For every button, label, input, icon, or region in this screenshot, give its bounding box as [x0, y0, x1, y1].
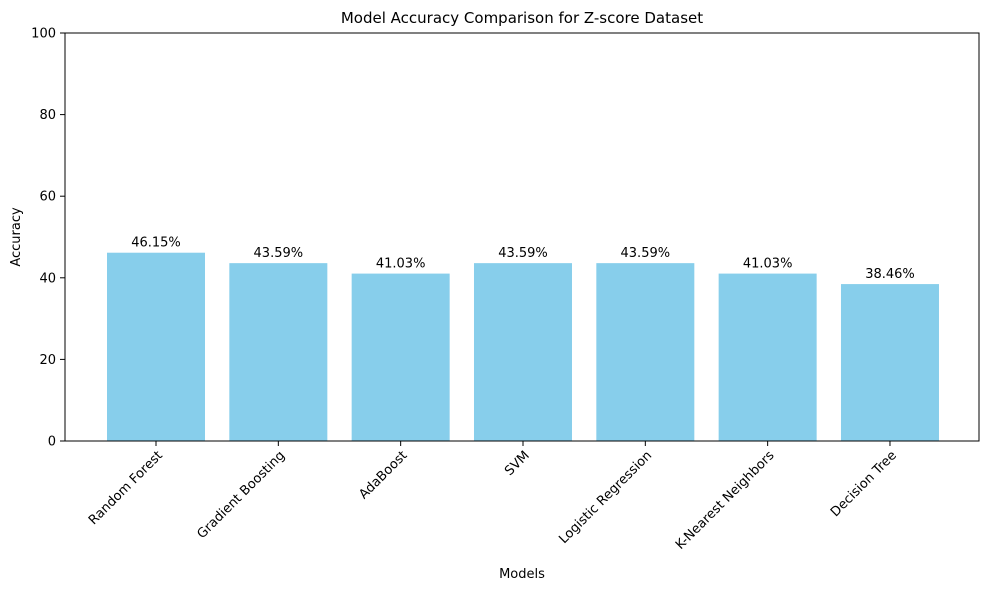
bar-2	[351, 273, 450, 441]
x-tick-label-0: Random Forest	[86, 448, 166, 528]
bars-group	[107, 252, 939, 441]
bar-0	[107, 252, 205, 441]
x-axis: Random Forest Gradient Boosting AdaBoost SV…	[86, 441, 900, 553]
x-tick-label-5: K-Nearest Neighbors	[673, 448, 778, 553]
bar-6	[840, 284, 939, 441]
x-tick-label-1: Gradient Boosting	[194, 448, 288, 542]
x-tick-label-4: Logistic Regression	[556, 448, 655, 547]
x-tick-label-3: SVM	[502, 448, 533, 479]
bar-5	[718, 273, 817, 441]
data-label-2: 41.03%	[376, 257, 426, 272]
x-tick-label-6: Decision Tree	[828, 448, 900, 520]
x-tick-label-2: AdaBoost	[356, 448, 410, 502]
y-tick-label-5: 100	[31, 27, 56, 42]
y-tick-label-0: 0	[48, 435, 56, 450]
bar-4	[596, 263, 695, 441]
y-tick-label-1: 20	[39, 353, 56, 368]
data-label-4: 43.59%	[621, 246, 671, 261]
x-axis-label: Models	[499, 567, 545, 582]
data-label-5: 41.03%	[743, 257, 793, 272]
data-label-1: 43.59%	[254, 246, 304, 261]
y-axis-label: Accuracy	[9, 207, 24, 267]
data-label-6: 38.46%	[865, 267, 915, 282]
data-label-0: 46.15%	[131, 236, 181, 251]
bar-1	[229, 263, 328, 441]
chart-title: Model Accuracy Comparison for Z-score Da…	[341, 9, 703, 27]
plot-frame	[64, 32, 980, 442]
y-tick-label-4: 80	[39, 108, 56, 123]
y-tick-label-3: 60	[39, 190, 56, 205]
data-labels-group: 46.15% 43.59% 41.03% 43.59% 43.59% 41.03% 38.4…	[131, 236, 915, 282]
data-label-3: 43.59%	[498, 246, 548, 261]
bar-3	[473, 263, 572, 441]
y-tick-label-2: 40	[39, 271, 56, 286]
y-axis: 0 20 40 60 80 100	[31, 27, 65, 450]
